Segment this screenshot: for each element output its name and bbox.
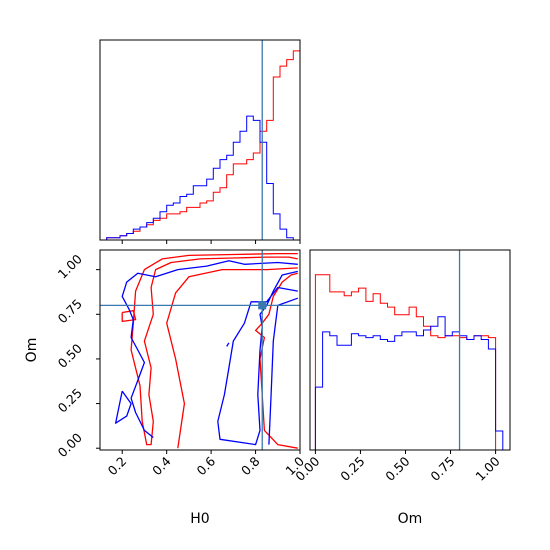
contour-H0-Om-contour-4 [121,260,298,439]
contour-H0-Om-contour-7 [268,297,299,445]
contour-H0-Om-contour-8 [226,342,230,347]
hist-Om-frame [309,249,511,451]
contour-H0-Om-contour-0 [130,252,298,446]
contour-H0-Om-contour-2 [166,267,298,449]
hist-H0-series-1-step [100,115,300,241]
contour-H0-Om-contour-5 [114,390,132,424]
contour-H0-Om-frame [99,249,301,451]
hist-Om-xlabel: Om [398,511,423,527]
contour-H0-Om-xlabel: H0 [190,511,209,527]
contour-H0-Om-contour-1 [254,272,298,449]
contour-H0-Om-plot-area [100,250,300,450]
contour-H0-Om-ylabel: Om [24,338,40,363]
hist-Om-series-1-step [314,316,504,450]
hist-H0-frame [99,39,301,241]
hist-H0-series-0-step [100,50,301,241]
contour-H0-Om-truth-marker [258,301,267,310]
